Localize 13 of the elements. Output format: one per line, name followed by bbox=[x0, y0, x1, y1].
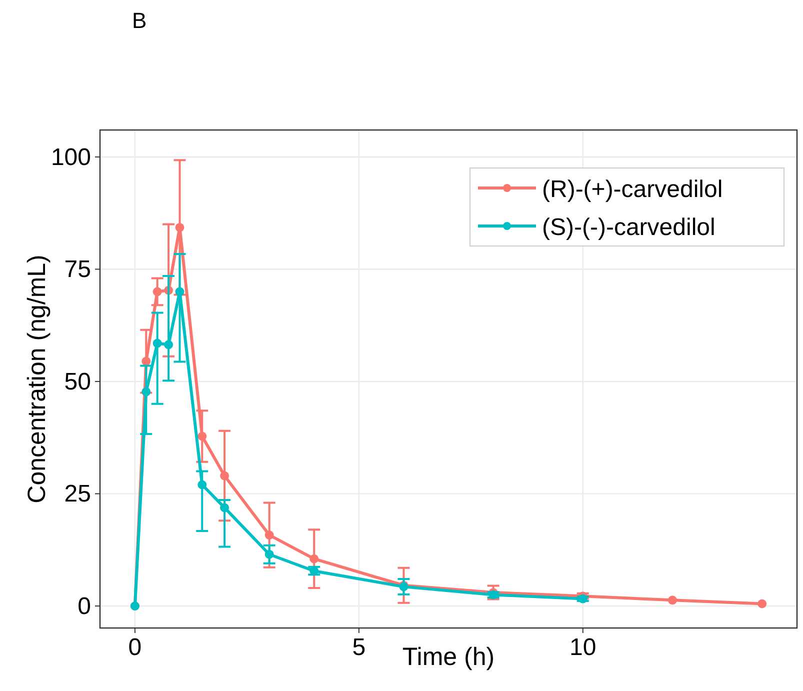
x-tick-label: 0 bbox=[128, 634, 142, 661]
legend-label: (R)-(+)-carvedilol bbox=[542, 176, 723, 203]
y-tick-label: 50 bbox=[64, 368, 91, 396]
x-tick-label: 10 bbox=[570, 634, 596, 661]
legend-label: (S)-(-)-carvedilol bbox=[542, 214, 716, 241]
y-tick-label: 25 bbox=[64, 480, 91, 508]
y-tick-label: 0 bbox=[78, 592, 91, 620]
y-tick-label: 75 bbox=[64, 256, 91, 284]
x-tick-label: 5 bbox=[352, 634, 366, 661]
y-axis-title: Concentration (ng/mL) bbox=[23, 254, 51, 504]
y-tick-label: 100 bbox=[50, 144, 91, 171]
x-axis-title: Time (h) bbox=[402, 643, 495, 671]
chart-title: B bbox=[132, 8, 147, 33]
